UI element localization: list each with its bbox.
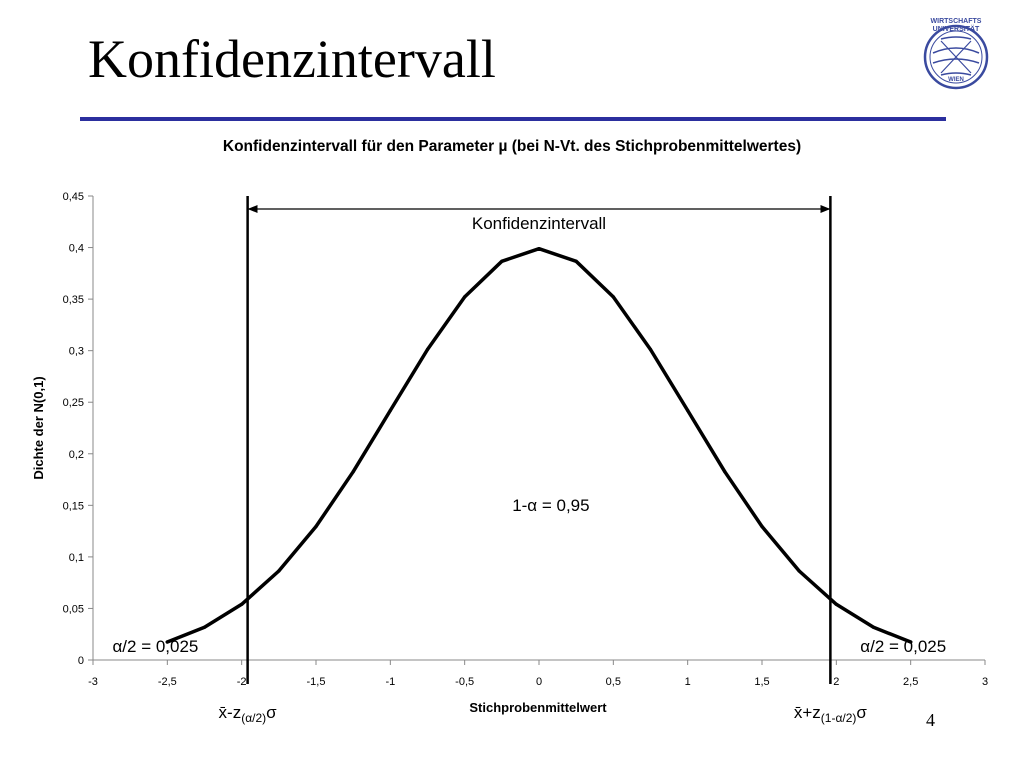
x-tick-label: 0,5 [606,676,621,688]
interval-label: Konfidenzintervall [472,214,606,233]
density-point [574,259,578,263]
density-point [425,347,430,352]
chart-title: Konfidenzintervall für den Parameter µ (… [223,138,801,155]
left-tail-label: α/2 = 0,025 [112,637,198,656]
y-tick-label: 0,45 [63,191,84,203]
logo-text-line2: UNIVERSITÄT [933,25,980,33]
curve-layer [165,246,913,644]
y-tick-label: 0,25 [63,397,84,409]
density-point [686,408,690,413]
x-tick-label: 1 [685,676,691,688]
density-point [537,247,541,251]
x-tick-label: 0 [536,676,542,688]
logo-text-line1: WIRTSCHAFTS [931,18,982,25]
university-logo: WIRTSCHAFTS UNIVERSITÄT WIEN [923,18,989,90]
slide-title: Konfidenzintervall [88,29,496,89]
x-tick-label: -1 [385,676,395,688]
y-tick-label: 0,2 [69,449,84,461]
axes: 0 0,05 0,1 0,15 0,2 0,25 0,3 0,35 0,4 0,45 -3 -2,5 -… [63,191,988,688]
density-point [611,295,615,299]
probability-label: 1-α = 0,95 [512,496,589,515]
lower-bound-label: x̄-z(α/2)σ [219,703,278,725]
density-point [871,625,876,629]
density-point [500,259,504,263]
density-point [463,295,467,299]
y-tick-label: 0,05 [63,603,84,615]
density-point [240,602,244,606]
bounds-layer: x̄-z(α/2)σ x̄+z(1-α/2)σ [219,196,868,725]
density-point [909,640,913,644]
upper-bound-label: x̄+z(1-α/2)σ [794,703,868,725]
x-tick-label: -3 [88,676,98,688]
density-point [277,569,281,573]
density-point [388,408,392,413]
y-tick-label: 0,1 [69,552,84,564]
logo-text-line3: WIEN [948,77,964,83]
density-point [165,640,169,644]
x-tick-label: -1,5 [307,676,326,688]
page-number: 4 [926,710,935,730]
y-tick-label: 0,4 [69,243,84,255]
density-point [314,524,318,529]
density-point [797,569,801,573]
y-axis-title: Dichte der N(0,1) [31,376,46,479]
y-tick-label: 0,3 [69,346,84,358]
density-point [834,602,838,606]
x-tick-label: 2 [833,676,839,688]
density-point [760,524,764,529]
annotation-layer: Konfidenzintervall 1-α = 0,95 α/2 = 0,02… [112,214,946,656]
x-tick-label: 1,5 [754,676,769,688]
x-axis-title: Stichprobenmittelwert [469,700,607,715]
density-point [202,625,207,629]
x-tick-label: 3 [982,676,988,688]
y-tick-label: 0,15 [63,500,84,512]
title-divider [80,117,946,121]
x-tick-label: 2,5 [903,676,918,688]
y-tick-label: 0 [78,655,84,667]
density-curve [165,246,913,644]
density-point [351,470,355,474]
right-tail-label: α/2 = 0,025 [860,637,946,656]
x-tick-label: -0,5 [455,676,474,688]
density-point [723,470,727,474]
x-tick-label: -2,5 [158,676,177,688]
density-point [648,347,653,352]
x-tick-label: -2 [237,676,247,688]
y-tick-label: 0,35 [63,294,84,306]
